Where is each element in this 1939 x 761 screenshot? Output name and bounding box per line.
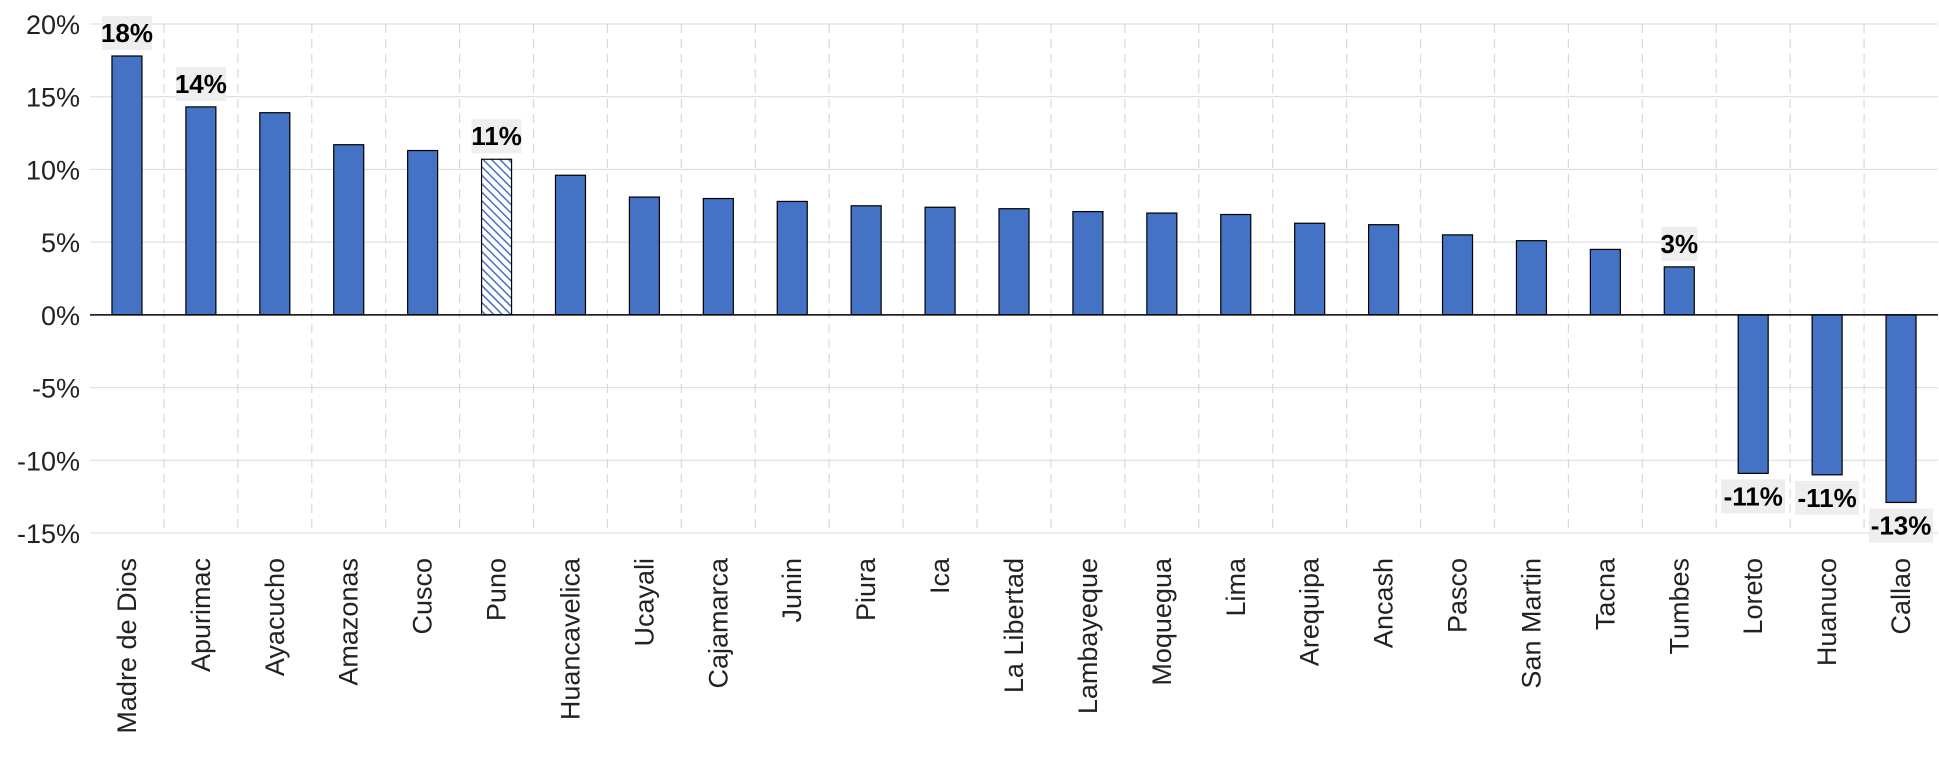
data-label: 11% [471, 121, 522, 151]
data-label: -11% [1724, 481, 1783, 511]
bar-ucayali [628, 196, 661, 316]
x-tick-label: Cusco [408, 558, 438, 635]
x-tick-label: Tacna [1590, 557, 1620, 630]
data-label: 18% [101, 18, 153, 48]
bar-arequipa [1294, 222, 1326, 316]
bar-san-martin [1515, 240, 1548, 316]
data-label-box [471, 119, 522, 154]
data-label: -11% [1797, 483, 1856, 513]
data-label-group: 14% [175, 66, 227, 101]
y-tick-label: 10% [26, 155, 80, 185]
data-labels: 18% 14% 11% 3% -11% -11% -13% [101, 15, 1934, 543]
bar-lima [1220, 213, 1252, 316]
x-tick-label: Apurimac [186, 558, 216, 672]
bar-puno [480, 158, 513, 316]
bar-loreto [1737, 314, 1769, 474]
bar-huancavelica [554, 174, 587, 316]
data-label-box [1795, 480, 1860, 515]
bar-ayacucho [259, 112, 291, 316]
bar-madre-de-dios [111, 55, 143, 316]
bar-ancash [1367, 224, 1400, 316]
y-tick-label: 15% [26, 83, 80, 113]
x-tick-label: Huancavelica [555, 557, 585, 720]
data-label: 14% [175, 69, 227, 99]
data-label-group: -11% [1721, 479, 1786, 514]
y-tick-label: -10% [17, 446, 80, 476]
data-label-group: -11% [1795, 480, 1860, 515]
bar-cajamarca [702, 197, 734, 316]
data-label-box [101, 15, 152, 50]
bar-huanuco [1811, 314, 1843, 476]
x-tick-label: Moquegua [1147, 557, 1177, 686]
x-tick-label: Pasco [1443, 558, 1473, 633]
x-tick-label: Ayacucho [260, 558, 290, 676]
y-tick-label: -5% [32, 374, 80, 404]
bar-tumbes [1663, 266, 1695, 316]
x-tick-label: Ucayali [629, 558, 659, 647]
x-tick-label: Lima [1221, 557, 1251, 617]
x-tick-label: Loreto [1738, 558, 1768, 635]
data-label-group: 11% [471, 119, 522, 154]
x-tick-label: Amazonas [334, 558, 364, 686]
bar-la-libertad [998, 208, 1030, 316]
gridlines [90, 23, 1938, 534]
data-label-box [1721, 479, 1786, 514]
x-tick-label: Piura [851, 557, 881, 621]
y-tick-label: 20% [26, 10, 80, 40]
data-label-group: -13% [1869, 508, 1934, 543]
data-label-group: 18% [101, 15, 153, 50]
bar-pasco [1441, 234, 1474, 316]
y-tick-label: -15% [17, 519, 80, 549]
x-tick-label: Lambayeque [1073, 558, 1103, 714]
x-tick-label: Cajamarca [703, 557, 733, 689]
x-tick-label: Junin [777, 558, 807, 623]
x-tick-label: Arequipa [1295, 557, 1325, 666]
bar-lambayeque [1072, 211, 1104, 316]
bar-callao [1885, 314, 1917, 504]
bar-amazonas [333, 144, 365, 316]
data-label-box [1869, 508, 1934, 543]
y-tick-label: 5% [41, 228, 80, 258]
x-tick-label: Madre de Dios [112, 558, 142, 734]
y-axis: 20% 15% 10% 5% 0% -5% -10% -15% [17, 10, 80, 549]
data-label: 3% [1660, 229, 1698, 259]
data-label: -13% [1871, 510, 1932, 540]
x-tick-label: Ica [925, 557, 955, 594]
y-tick-label: 0% [41, 301, 80, 331]
data-label-group: 3% [1660, 226, 1698, 261]
bar-ica [924, 206, 956, 316]
bars [111, 55, 1917, 504]
x-tick-label: Callao [1886, 558, 1916, 635]
x-tick-label: Tumbes [1664, 558, 1694, 655]
bar-moquegua [1146, 212, 1178, 316]
x-tick-label: La Libertad [999, 558, 1029, 693]
data-label-box [1661, 226, 1698, 261]
x-axis: Madre de Dios Apurimac Ayacucho Amazonas Cus… [112, 557, 1916, 734]
data-label-box [175, 66, 226, 101]
x-tick-label: Huanuco [1812, 558, 1842, 666]
bar-tacna [1589, 248, 1621, 316]
x-tick-label: Puno [482, 558, 512, 621]
bar-apurimac [185, 106, 217, 316]
x-tick-label: San Martin [1516, 558, 1546, 689]
bar-piura [850, 205, 882, 316]
x-tick-label: Ancash [1369, 558, 1399, 648]
bar-cusco [407, 149, 439, 316]
bar-junin [776, 200, 808, 316]
